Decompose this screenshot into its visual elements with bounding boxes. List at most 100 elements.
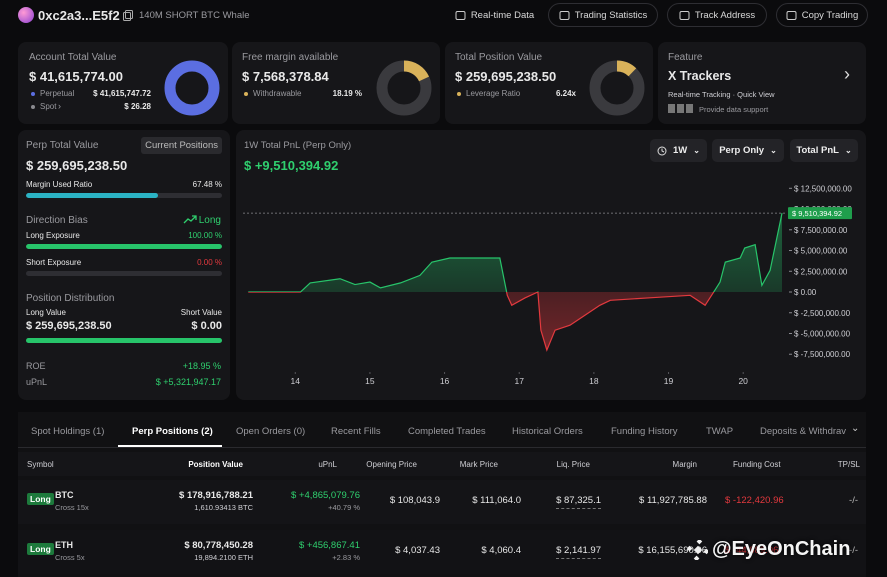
row-bg xyxy=(18,530,866,574)
long-exposure-bar xyxy=(26,244,222,249)
bar-track xyxy=(26,271,222,276)
clock-icon xyxy=(657,146,667,155)
tabs-more[interactable]: ⌄ xyxy=(851,423,860,434)
tab[interactable]: Recent Fills xyxy=(331,426,381,437)
feature-support: Provide data support xyxy=(699,105,769,114)
label: ROE xyxy=(26,361,46,371)
tab[interactable]: Funding History xyxy=(611,426,678,437)
chevron[interactable]: › xyxy=(844,64,850,84)
tab[interactable]: Open Orders (0) xyxy=(236,426,306,437)
tab[interactable]: Perp Positions (2) xyxy=(132,426,213,437)
dropdown-label: Total PnL xyxy=(796,145,839,156)
button-icon xyxy=(679,10,690,20)
tab[interactable]: Spot Holdings (1) xyxy=(31,426,105,437)
avatar xyxy=(18,7,34,23)
margin-mode: Cross 5x xyxy=(55,553,85,562)
row-label[interactable]: Spot xyxy=(40,102,57,111)
copy-icon[interactable] xyxy=(123,10,133,21)
tab[interactable]: Deposits & Withdrav xyxy=(760,426,847,437)
current-positions-button[interactable]: Current Positions xyxy=(141,137,222,154)
button-label: Real-time Data xyxy=(470,9,535,21)
row-label: Perpetual xyxy=(40,89,75,98)
watermark-logo xyxy=(688,540,708,560)
roe: +18.95 % xyxy=(182,361,221,371)
symbol: ETH xyxy=(55,540,73,550)
caret: ⌄ xyxy=(693,146,700,155)
dot xyxy=(31,105,35,109)
table-header-bg xyxy=(18,452,866,476)
column-header: Symbol xyxy=(27,460,54,469)
period-dropdown[interactable]: 1W ⌄ xyxy=(650,139,707,162)
bar-track xyxy=(26,193,222,198)
opening-price: $ 4,037.43 xyxy=(395,545,440,556)
liq-price: $ 2,141.97 xyxy=(556,545,601,559)
mark-price: $ 4,060.4 xyxy=(481,545,521,556)
header-button[interactable]: Real-time Data xyxy=(448,3,541,27)
address: 0xc2a3...E5f2 xyxy=(38,8,120,23)
tab[interactable]: Completed Trades xyxy=(408,426,486,437)
chevron: › xyxy=(58,101,61,111)
button-label: Trading Statistics xyxy=(574,9,648,21)
feature-desc: Real-time Tracking · Quick View xyxy=(668,90,775,99)
metric-dropdown[interactable]: Total PnL ⌄ xyxy=(790,139,858,162)
x-tick-label: 16 xyxy=(440,376,450,386)
y-tick-label: $ 2,500,000.00 xyxy=(794,267,848,276)
donut-arc xyxy=(376,60,432,116)
side-badge: Long xyxy=(27,543,54,555)
margin: $ 11,927,785.88 xyxy=(639,495,707,506)
icon-shape xyxy=(679,10,690,20)
pnl-chart: $ 12,500,000.00$ 10,000,000.00$ 7,500,00… xyxy=(243,184,852,386)
tab-divider xyxy=(18,447,866,448)
tab[interactable]: TWAP xyxy=(706,426,734,437)
bar-track xyxy=(26,244,222,249)
header-button[interactable]: Track Address xyxy=(667,3,767,27)
margin-mode: Cross 15x xyxy=(55,503,89,512)
row-value: 18.19 % xyxy=(332,89,362,98)
panel-title: Perp Total Value xyxy=(26,140,99,151)
direction: Long xyxy=(198,215,221,226)
column-header[interactable]: Funding Cost xyxy=(733,460,781,469)
icon-shape xyxy=(455,10,466,20)
account-card: Account Total Value $ 41,615,774.00 Perp… xyxy=(18,42,228,124)
button-icon xyxy=(559,10,570,20)
dropdown-label: Perp Only xyxy=(719,145,765,156)
donut xyxy=(164,60,220,116)
current-value-label: $ 9,510,394.92 xyxy=(792,209,842,218)
support-logo xyxy=(668,104,693,113)
feature-name: X Trackers xyxy=(668,69,732,83)
feature-card[interactable]: Feature X Trackers Real-time Tracking · … xyxy=(658,42,866,124)
x-tick-label: 14 xyxy=(291,376,301,386)
upnl: $ +4,865,079.76 xyxy=(291,490,360,501)
opening-price: $ 108,043.9 xyxy=(389,495,440,506)
column-header[interactable]: Mark Price xyxy=(459,460,498,469)
current-value-badge xyxy=(788,207,852,220)
symbol: BTC xyxy=(55,490,74,500)
column-header[interactable]: uPnL xyxy=(318,460,337,469)
section-title: Direction Bias xyxy=(26,215,88,226)
roe: +40.79 % xyxy=(328,503,360,512)
upnl: $ +456,867.41 xyxy=(298,540,360,551)
chart-title: 1W Total PnL (Perp Only) xyxy=(244,140,352,151)
caret: ⌄ xyxy=(770,146,777,155)
header-button[interactable]: Trading Statistics xyxy=(548,3,658,27)
column-header[interactable]: Position Value xyxy=(188,460,243,469)
header-button[interactable]: Copy Trading xyxy=(776,3,868,27)
tab-underline xyxy=(118,445,222,447)
column-header[interactable]: Margin xyxy=(672,460,697,469)
tab[interactable]: Historical Orders xyxy=(512,426,583,437)
label: Short Value xyxy=(180,308,222,317)
x-tick-label: 18 xyxy=(589,376,599,386)
scope-dropdown[interactable]: Perp Only ⌄ xyxy=(712,139,784,162)
column-header: TP/SL xyxy=(837,460,860,469)
y-tick-label: $ 12,500,000.00 xyxy=(794,184,852,193)
x-tick-label: 19 xyxy=(664,376,674,386)
column-header[interactable]: Opening Price xyxy=(366,460,417,469)
dot xyxy=(244,92,248,96)
card-title: Feature xyxy=(668,52,703,63)
icon-shape xyxy=(559,10,570,20)
button-label: Track Address xyxy=(694,9,756,21)
value: 0.00 % xyxy=(197,258,222,267)
dot xyxy=(457,92,461,96)
column-header[interactable]: Liq. Price xyxy=(556,460,590,469)
